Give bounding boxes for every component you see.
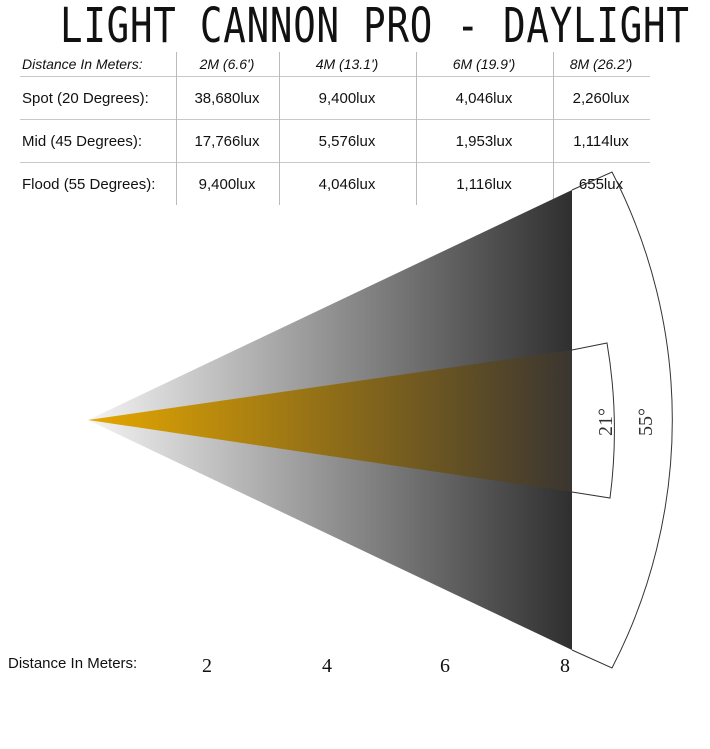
header-4m: 4M (13.1') [279,52,417,77]
axis-tick-6: 6 [440,655,450,677]
axis-tick-4: 4 [322,655,332,677]
outer-angle-label: 55° [635,408,657,436]
spot-beam-cone [88,350,572,492]
cell-value: 9,400lux [279,76,417,120]
cell-value: 1,116lux [416,162,554,205]
table-header-row: Distance In Meters: 2M (6.6') 4M (13.1')… [20,52,650,77]
cell-value: 4,046lux [416,76,554,120]
inner-angle-arc [571,342,615,499]
row-label: Flood (55 Degrees): [20,162,177,205]
row-label: Spot (20 Degrees): [20,76,177,120]
row-label: Mid (45 Degrees): [20,119,177,163]
cell-value: 38,680lux [176,76,280,120]
table-row-mid: Mid (45 Degrees): 17,766lux 5,576lux 1,9… [20,119,650,163]
cell-value: 4,046lux [279,162,417,205]
axis-tick-8: 8 [560,655,570,677]
outer-angle-arc [571,171,673,669]
header-8m: 8M (26.2') [553,52,650,77]
cell-value: 2,260lux [553,76,650,120]
header-6m: 6M (19.9') [416,52,554,77]
table-row-flood: Flood (55 Degrees): 9,400lux 4,046lux 1,… [20,162,650,205]
cell-value: 9,400lux [176,162,280,205]
cell-value: 17,766lux [176,119,280,163]
cell-value: 655lux [553,162,650,205]
axis-title: Distance In Meters: [8,655,138,672]
table-row-spot: Spot (20 Degrees): 38,680lux 9,400lux 4,… [20,76,650,120]
cell-value: 1,953lux [416,119,554,163]
header-2m: 2M (6.6') [176,52,280,77]
header-distance-label: Distance In Meters: [22,56,143,72]
cell-value: 5,576lux [279,119,417,163]
cell-value: 1,114lux [553,119,650,163]
lux-table: Distance In Meters: 2M (6.6') 4M (13.1')… [20,52,650,205]
axis-tick-2: 2 [202,655,212,677]
inner-angle-label: 21° [595,408,617,436]
